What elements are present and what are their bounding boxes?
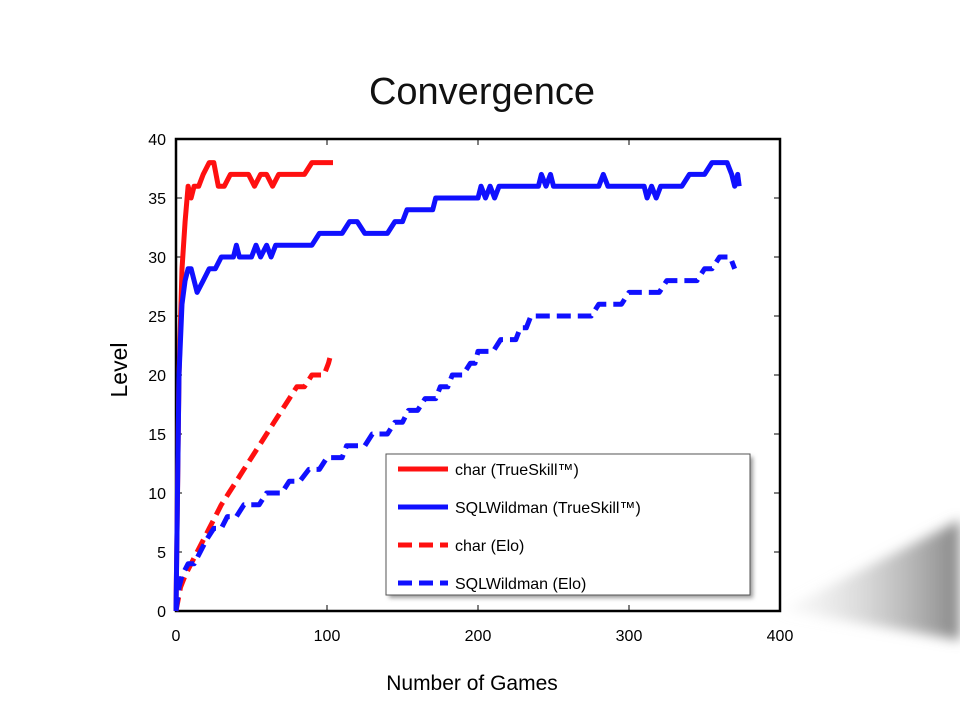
y-tick-label: 30 xyxy=(148,250,166,267)
x-tick-label: 100 xyxy=(314,628,341,645)
y-axis-label: Level xyxy=(106,343,132,398)
legend: char (TrueSkill™) SQLWildman (TrueSkill™)… xyxy=(385,453,753,598)
x-tick-label: 400 xyxy=(767,628,794,645)
legend-label-3: char (Elo) xyxy=(455,538,524,555)
series-layer xyxy=(173,160,742,612)
series-line-4 xyxy=(173,254,738,612)
y-tick-label: 10 xyxy=(148,486,166,503)
legend-box xyxy=(385,453,751,596)
x-tick-label: 200 xyxy=(465,628,492,645)
decorative-plot-shadow xyxy=(782,520,960,640)
legend-label-4: SQLWildman (Elo) xyxy=(455,576,586,593)
y-tick-label: 5 xyxy=(157,545,166,562)
y-tick-label: 40 xyxy=(148,132,166,149)
y-tick-label: 15 xyxy=(148,427,166,444)
x-tick-labels: 0 100 200 300 400 xyxy=(172,628,794,645)
y-tick-label: 35 xyxy=(148,191,166,208)
x-tick-label: 300 xyxy=(616,628,643,645)
legend-label-2: SQLWildman (TrueSkill™) xyxy=(455,500,641,517)
x-tick-label: 0 xyxy=(172,628,181,645)
y-tick-label: 0 xyxy=(157,604,166,621)
y-tick-label: 20 xyxy=(148,368,166,385)
x-axis-label: Number of Games xyxy=(386,672,558,695)
legend-items: char (TrueSkill™) SQLWildman (TrueSkill™)… xyxy=(398,462,641,593)
series-line-2 xyxy=(173,160,742,612)
y-tick-label: 25 xyxy=(148,309,166,326)
legend-label-1: char (TrueSkill™) xyxy=(455,462,579,479)
series-line-1 xyxy=(173,160,333,612)
chart-title: Convergence xyxy=(369,71,595,113)
y-tick-labels: 0 5 10 15 20 25 30 35 40 xyxy=(148,132,166,621)
